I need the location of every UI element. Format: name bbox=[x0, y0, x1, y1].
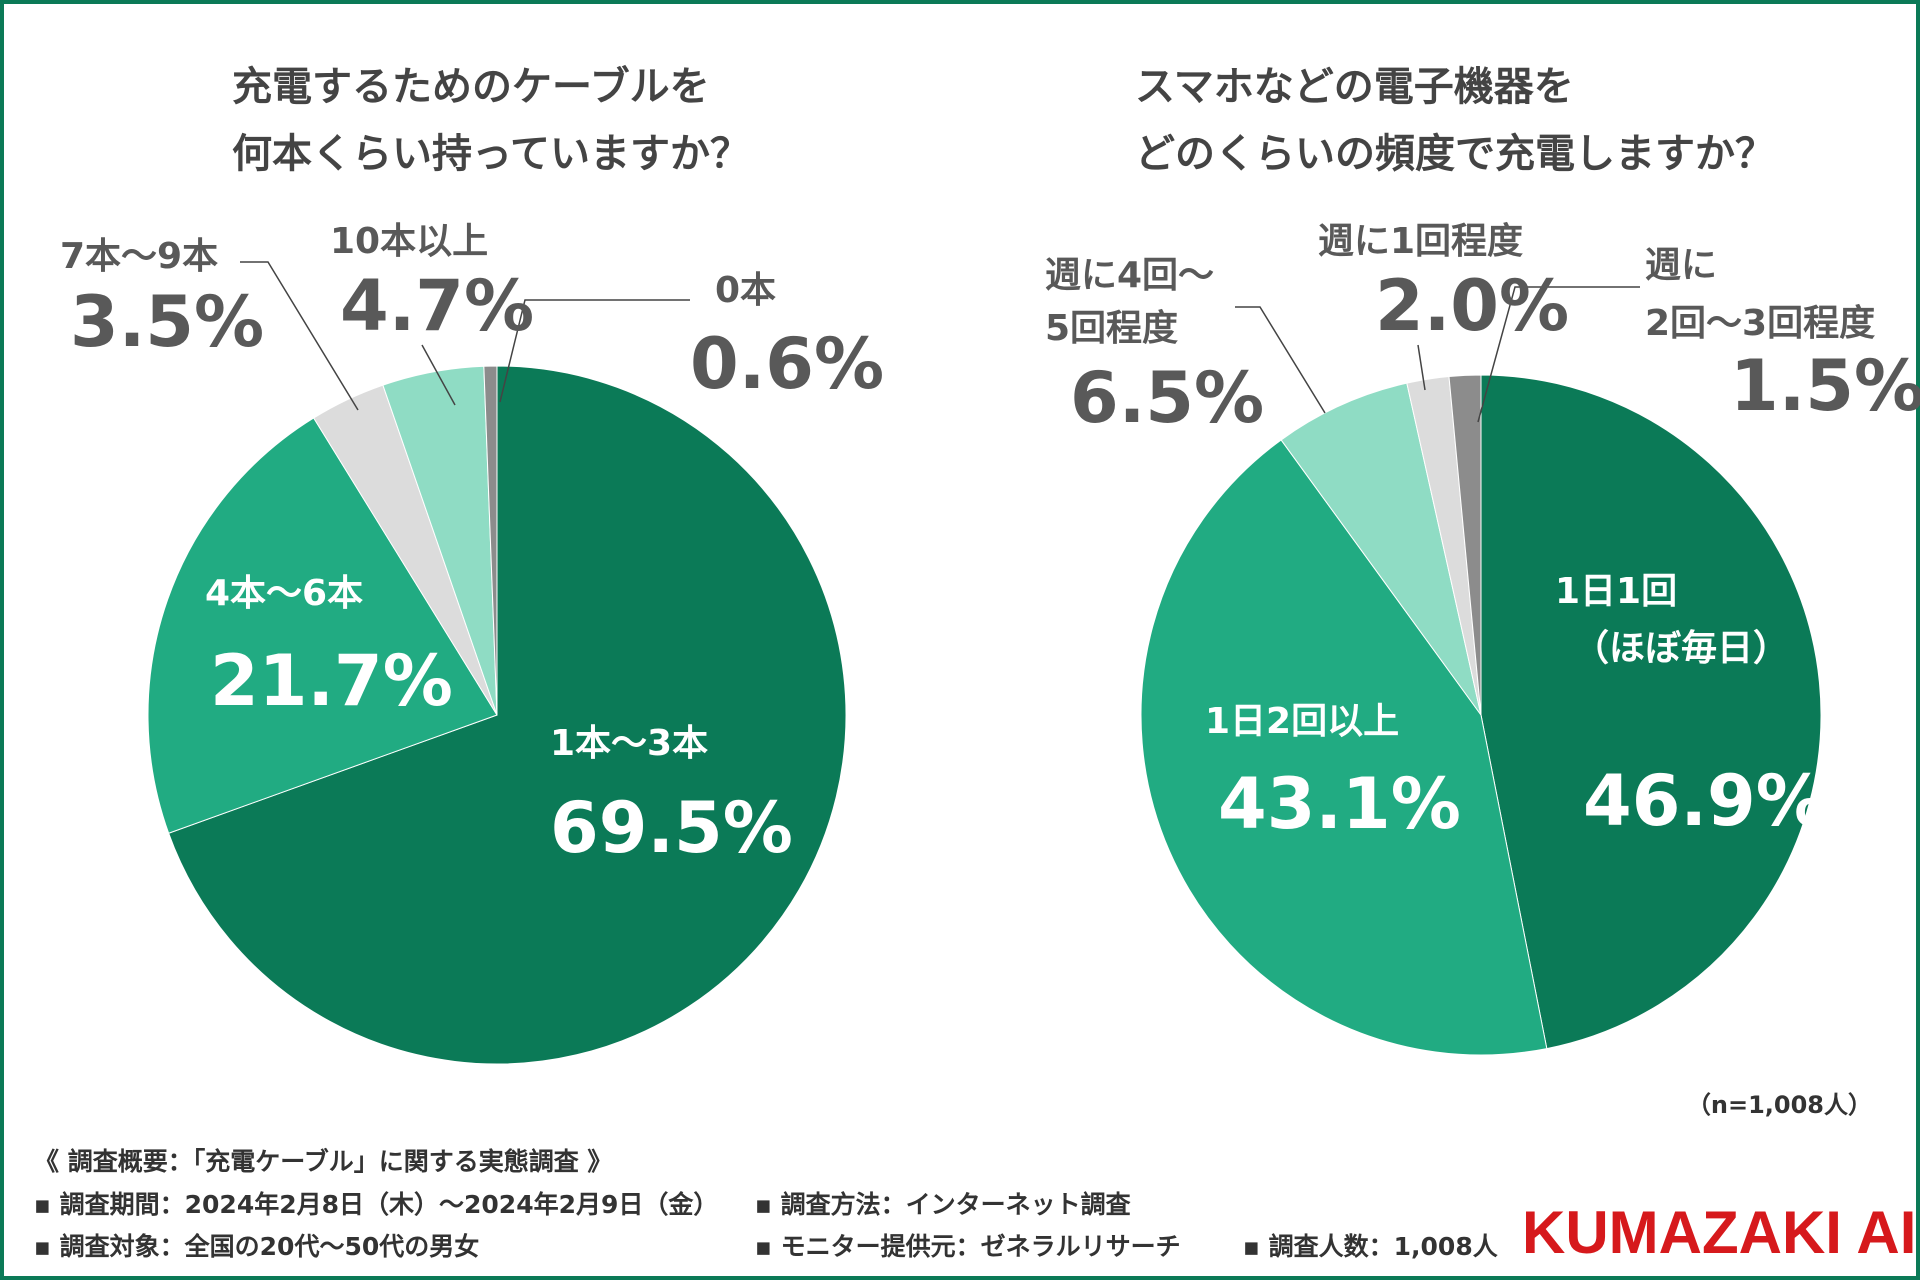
label-cat-weekly4-5-line1: 週に4回〜 bbox=[1045, 255, 1214, 296]
leader-line-weekly4-5 bbox=[1235, 306, 1326, 414]
label-pct-7-9: 3.5% bbox=[70, 281, 264, 363]
frequency-slice-0 bbox=[1480, 374, 1822, 1050]
sample-size-note: （n=1,008人） bbox=[1687, 1091, 1872, 1119]
pie-chart-cables bbox=[147, 365, 847, 1065]
label-pct-daily1: 46.9% bbox=[1583, 760, 1826, 842]
label-cat-weekly1: 週に1回程度 bbox=[1318, 221, 1523, 262]
leader-line-weekly2-3 bbox=[1477, 286, 1640, 423]
survey-method: ▪ 調査方法：インターネット調査 bbox=[755, 1190, 1131, 1219]
label-pct-0: 0.6% bbox=[690, 323, 884, 405]
survey-target: ▪ 調査対象：全国の20代〜50代の男女 bbox=[34, 1232, 479, 1261]
label-cat-weekly4-5-line2: 5回程度 bbox=[1045, 308, 1178, 349]
leader-line-10plus bbox=[421, 344, 456, 406]
label-pct-1-3: 69.5% bbox=[550, 787, 793, 869]
label-pct-weekly4-5: 6.5% bbox=[1070, 357, 1264, 439]
label-cat-daily2: 1日2回以上 bbox=[1205, 701, 1399, 742]
frequency-slice-1 bbox=[1140, 439, 1548, 1056]
label-cat-daily1-line2: （ほぼ毎日） bbox=[1573, 628, 1789, 669]
chart1-title-line1: 充電するためのケーブルを bbox=[232, 64, 710, 110]
label-cat-7-9: 7本〜9本 bbox=[60, 236, 218, 277]
label-cat-0: 0本 bbox=[715, 270, 776, 311]
chart2-title-line2: どのくらいの頻度で充電しますか？ bbox=[1135, 131, 1775, 177]
label-pct-daily2: 43.1% bbox=[1218, 763, 1461, 845]
pie-chart-frequency bbox=[1140, 374, 1822, 1056]
chart2-title-line1: スマホなどの電子機器を bbox=[1135, 64, 1574, 110]
label-cat-10plus: 10本以上 bbox=[330, 221, 488, 262]
label-cat-weekly2-3-line2: 2回〜3回程度 bbox=[1645, 303, 1875, 344]
label-cat-1-3: 1本〜3本 bbox=[550, 723, 708, 764]
frequency-slice-4 bbox=[1448, 374, 1482, 716]
label-cat-weekly2-3-line1: 週に bbox=[1645, 245, 1717, 286]
label-cat-4-6: 4本〜6本 bbox=[205, 573, 363, 614]
survey-heading: 《 調査概要：「充電ケーブル」に関する実態調査 》 bbox=[34, 1147, 612, 1176]
brand-logo: KUMAZAKI AIM bbox=[1522, 1199, 1920, 1266]
label-pct-weekly1: 2.0% bbox=[1375, 265, 1569, 347]
label-pct-4-6: 21.7% bbox=[210, 640, 453, 722]
cables-slice-1 bbox=[147, 417, 498, 834]
survey-provider: ▪ モニター提供元：ゼネラルリサーチ bbox=[755, 1232, 1181, 1261]
label-pct-weekly2-3: 1.5% bbox=[1730, 345, 1920, 427]
frequency-slice-2 bbox=[1280, 382, 1482, 716]
chart1-title-line2: 何本くらい持っていますか？ bbox=[232, 131, 750, 177]
leader-line-7-9 bbox=[240, 261, 359, 411]
label-pct-10plus: 4.7% bbox=[340, 265, 534, 347]
survey-period: ▪ 調査期間：2024年2月8日（木）〜2024年2月9日（金） bbox=[34, 1190, 718, 1219]
label-cat-daily1-line1: 1日1回 bbox=[1555, 571, 1677, 612]
leader-line-weekly1 bbox=[1417, 344, 1426, 391]
survey-count: ▪ 調査人数：1,008人 bbox=[1243, 1232, 1498, 1261]
cables-slice-0 bbox=[167, 365, 847, 1065]
leader-line-0 bbox=[499, 299, 690, 403]
cables-slice-4 bbox=[483, 365, 498, 716]
